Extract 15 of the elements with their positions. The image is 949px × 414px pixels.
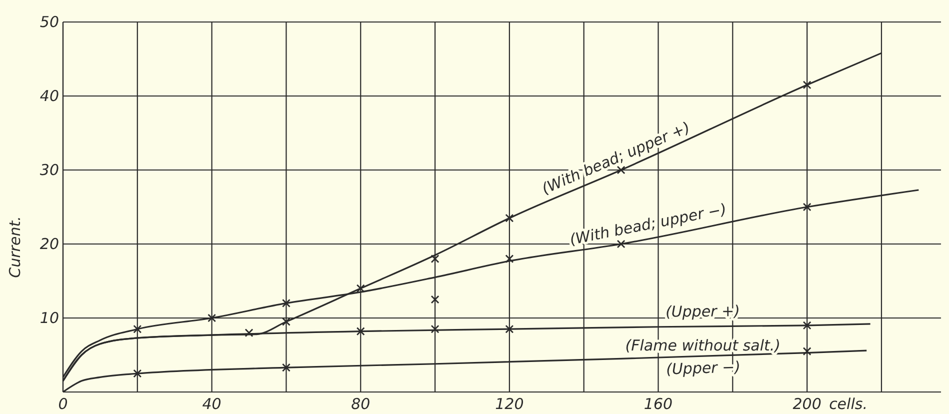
x-tick-label: 80 — [351, 395, 370, 413]
x-tick-label: 200 — [792, 395, 822, 413]
x-axis-title: cells. — [829, 395, 868, 413]
y-tick-label: 40 — [40, 87, 59, 105]
y-tick-label: 30 — [40, 161, 59, 179]
x-tick-label: 0 — [58, 395, 68, 413]
text: (With bead; upper −) — [568, 200, 728, 249]
y-tick-label: 20 — [40, 235, 59, 253]
y-tick-label: 10 — [40, 309, 59, 327]
y-tick-label: 50 — [40, 13, 59, 31]
text: (With bead; upper +) — [539, 118, 693, 198]
x-tick-label: 120 — [495, 395, 524, 413]
y-axis-title: Current. — [6, 216, 24, 278]
x-tick-label: 160 — [644, 395, 673, 413]
x-tick-label: 40 — [202, 395, 222, 413]
